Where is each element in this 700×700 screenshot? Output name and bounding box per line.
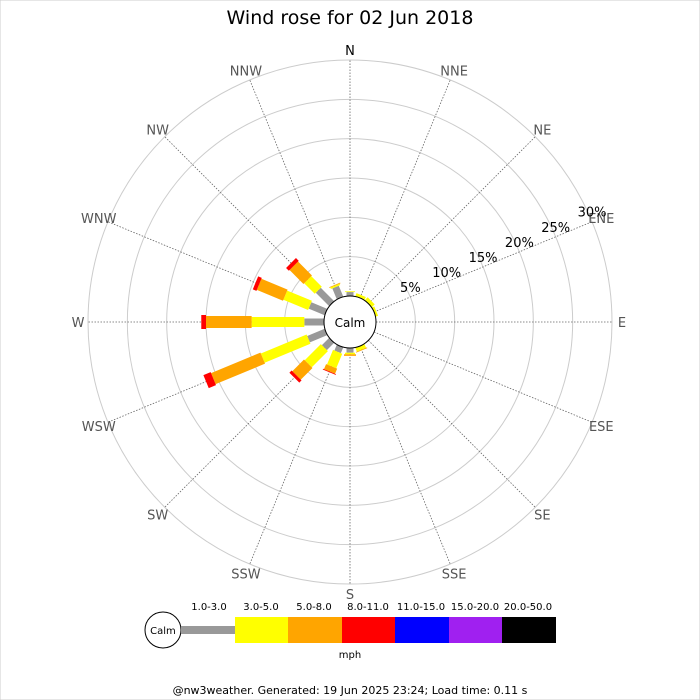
grid-circle-6 <box>87 59 613 585</box>
radial-tick-25: 25% <box>541 221 570 236</box>
direction-label-s: S <box>346 588 354 603</box>
legend-swatch-7 <box>502 617 556 643</box>
bar-w-bin-2 <box>251 317 305 327</box>
legend-label-4: 8.0-11.0 <box>347 602 389 613</box>
radial-tick-labels: 5% 10% 15% 20% 25% 30% <box>400 206 606 296</box>
legend-label-7: 20.0-50.0 <box>504 602 552 613</box>
direction-label-nnw: NNW <box>230 65 262 80</box>
spoke-ssw <box>249 345 341 565</box>
calm-label: Calm <box>335 316 366 330</box>
bar-s-bin-2 <box>345 352 355 355</box>
spoke-ese <box>373 331 593 423</box>
bar-ne-bin-2 <box>364 297 375 308</box>
bar-nnw-bin-1 <box>332 285 344 300</box>
bar-w-bin-4 <box>201 315 206 329</box>
legend-swatch-3 <box>288 617 342 643</box>
bar-ssw-bin-4 <box>322 368 336 375</box>
direction-bars <box>201 258 379 389</box>
direction-label-ssw: SSW <box>231 567 261 582</box>
polar-grid <box>87 59 613 585</box>
radial-tick-5: 5% <box>400 281 421 296</box>
spoke-ne <box>368 136 536 304</box>
bar-nnw-bin-2 <box>330 283 341 289</box>
direction-label-ene: ENE <box>588 212 614 227</box>
legend-swatch-2 <box>235 617 288 643</box>
direction-label-nne: NNE <box>440 65 468 80</box>
bar-nnw-bin-3 <box>329 282 341 288</box>
bar-nw-bin-4 <box>286 258 299 271</box>
calm-center: Calm <box>323 295 377 349</box>
bar-wnw-bin-4 <box>252 276 262 291</box>
bar-wsw-bin-1 <box>307 328 328 343</box>
bar-ssw-bin-2 <box>327 349 343 369</box>
grid-circle-5 <box>126 98 574 546</box>
legend-label-2: 3.0-5.0 <box>243 602 278 613</box>
bar-w-bin-1 <box>304 318 324 326</box>
footer-text: @nw3weather. Generated: 19 Jun 2025 23:2… <box>173 684 528 697</box>
bar-ssw-bin-3 <box>323 364 338 374</box>
bar-sw-bin-1 <box>321 337 335 351</box>
bar-wsw-bin-2 <box>260 334 311 363</box>
legend-calm-label: Calm <box>150 626 176 637</box>
spoke-nne <box>359 79 451 299</box>
bar-sw-bin-4 <box>289 370 302 383</box>
radial-tick-10: 10% <box>432 266 461 281</box>
bar-n-bin-2 <box>345 291 355 293</box>
legend-swatch-5 <box>395 617 449 643</box>
calm-circle <box>323 295 377 349</box>
legend-swatch-1 <box>181 626 235 634</box>
bar-wnw-bin-2 <box>283 290 312 311</box>
direction-label-ese: ESE <box>589 420 614 435</box>
bar-n-bin-1 <box>346 292 354 296</box>
bar-wsw-bin-3 <box>211 352 266 385</box>
radial-tick-30: 30% <box>578 206 607 221</box>
bar-nw-bin-3 <box>289 261 312 284</box>
direction-label-nw: NW <box>146 124 169 139</box>
direction-label-ne: NE <box>533 124 551 139</box>
speed-legend: Calm 1.0-3.0 3.0-5.0 5.0-8.0 8.0-11.0 11.0-15… <box>144 602 556 661</box>
bar-s-bin-1 <box>346 348 354 353</box>
direction-labels: N NNE NE ENE E ESE SE SSE S SSW SW WSW W WNW NW NNW <box>72 44 627 603</box>
spoke-nnw <box>249 79 341 299</box>
bar-w-bin-3 <box>206 316 252 328</box>
radial-tick-20: 20% <box>505 236 534 251</box>
bar-s-bin-3 <box>344 354 356 356</box>
bar-sse-bin-2 <box>355 344 367 352</box>
bar-wnw-bin-1 <box>308 302 328 316</box>
direction-label-e: E <box>618 316 626 331</box>
direction-label-sse: SSE <box>442 567 467 582</box>
legend-swatch-6 <box>449 617 502 643</box>
legend-label-5: 11.0-15.0 <box>397 602 445 613</box>
legend-label-1: 1.0-3.0 <box>191 602 226 613</box>
bar-wnw-bin-3 <box>256 278 288 301</box>
bar-sse-bin-3 <box>355 347 368 353</box>
bar-nw-bin-2 <box>304 276 322 294</box>
direction-label-sw: SW <box>147 508 168 523</box>
legend-swatch-4 <box>342 617 395 643</box>
legend-label-3: 5.0-8.0 <box>296 602 331 613</box>
legend-label-6: 15.0-20.0 <box>451 602 499 613</box>
spoke-se <box>368 340 536 508</box>
bar-sw-bin-2 <box>304 344 328 368</box>
spoke-sse <box>359 345 451 565</box>
legend-unit: mph <box>339 650 361 661</box>
bar-ene-bin-2 <box>372 306 379 317</box>
direction-label-wnw: WNW <box>81 212 117 227</box>
direction-label-wsw: WSW <box>82 420 116 435</box>
direction-label-w: W <box>72 316 85 331</box>
direction-label-se: SE <box>534 508 550 523</box>
direction-label-n: N <box>345 44 355 59</box>
spoke-ene <box>373 221 593 313</box>
bar-wsw-bin-4 <box>203 372 217 389</box>
radial-tick-15: 15% <box>469 251 498 266</box>
chart-title: Wind rose for 02 Jun 2018 <box>227 7 474 29</box>
bar-nne-bin-2 <box>355 293 366 300</box>
bar-nw-bin-1 <box>315 287 335 307</box>
bar-sw-bin-3 <box>292 359 313 380</box>
